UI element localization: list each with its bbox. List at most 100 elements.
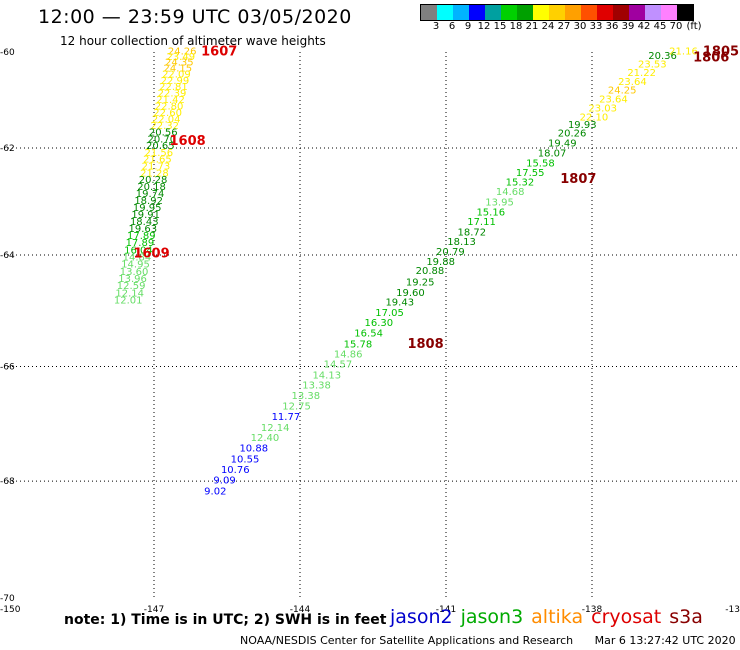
swh-value: 10.55: [231, 455, 260, 466]
swh-value: 22.10: [580, 112, 609, 123]
swh-value: 13.60: [120, 267, 149, 278]
swh-value: 21.73: [142, 161, 171, 172]
chart-subtitle: 12 hour collection of altimeter wave hei…: [60, 34, 326, 48]
y-tick-label: -70: [0, 594, 15, 604]
swh-value: 24.26: [168, 47, 197, 58]
color-swatch: [453, 5, 469, 20]
color-scale-label: 70: [669, 21, 683, 32]
swh-value: 12.75: [282, 402, 311, 413]
footer-source: NOAA/NESDIS Center for Satellite Applica…: [240, 634, 574, 647]
swh-value: 23.03: [588, 103, 617, 114]
swh-value: 14.84: [123, 252, 152, 263]
swh-value: 13.38: [292, 391, 321, 402]
swh-value: 16.54: [354, 329, 383, 340]
color-swatch: [501, 5, 517, 20]
swh-value: 23.64: [599, 94, 628, 105]
swh-value: 19.74: [136, 189, 165, 200]
swh-value: 23.53: [638, 60, 667, 71]
swh-value: 21.42: [156, 95, 185, 106]
swh-value: 21.56: [145, 148, 174, 159]
swh-value: 14.86: [334, 349, 363, 360]
pass-time-label: 1608: [169, 134, 205, 149]
color-scale-label: 24: [541, 21, 555, 32]
swh-value: 12.14: [115, 288, 144, 299]
swh-value: 22.80: [155, 101, 184, 112]
color-scale-label: 9: [464, 21, 472, 32]
x-tick-label: -138: [582, 605, 603, 615]
y-tick-label: -64: [0, 251, 15, 261]
swh-value: 20.26: [558, 129, 587, 140]
swh-value: 14.95: [121, 260, 150, 271]
swh-value: 17.05: [375, 308, 404, 319]
swh-value: 15.32: [506, 177, 535, 188]
swh-value: 19.91: [131, 210, 160, 221]
swh-value: 17.89: [127, 231, 156, 242]
swh-value: 20.28: [139, 175, 168, 186]
color-scale-label: (ft): [686, 21, 702, 32]
pass-time-label: 1807: [560, 172, 596, 187]
swh-value: 11.77: [272, 412, 301, 423]
pass-time-label: 1805: [703, 44, 739, 59]
swh-value: 18.07: [538, 148, 567, 159]
color-swatch: [565, 5, 581, 20]
color-swatch: [613, 5, 629, 20]
swh-value: 18.92: [134, 196, 163, 207]
color-swatch: [645, 5, 661, 20]
color-scale-label: 45: [653, 21, 667, 32]
color-swatch: [533, 5, 549, 20]
swh-value: 14.68: [496, 187, 525, 198]
color-scale-swatches: [420, 4, 694, 21]
color-scale-label: 30: [573, 21, 587, 32]
color-scale-label: 27: [557, 21, 571, 32]
swh-value: 15.58: [526, 158, 555, 169]
color-swatch: [517, 5, 533, 20]
swh-value: 14.13: [312, 370, 341, 381]
color-scale-label: 39: [621, 21, 635, 32]
legend-entry-jason3: jason3: [460, 606, 524, 628]
swh-value: 9.09: [213, 475, 235, 486]
pass-time-label: 1607: [201, 44, 237, 59]
swh-value: 10.76: [221, 465, 250, 476]
x-tick-label: -144: [290, 605, 311, 615]
y-tick-label: -66: [0, 362, 15, 372]
x-tick-label: -147: [144, 605, 164, 615]
color-scale-label: 15: [493, 21, 507, 32]
swh-value: 22.39: [158, 88, 187, 99]
swh-value: 15.78: [344, 339, 373, 350]
swh-value: 19.60: [396, 288, 425, 299]
swh-value: 20.56: [149, 128, 178, 139]
swh-value: 23.64: [618, 77, 647, 88]
swh-value: 22.32: [150, 121, 179, 132]
note-text: note: 1) Time is in UTC; 2) SWH is in fe…: [64, 612, 387, 628]
color-scale-label: 21: [525, 21, 539, 32]
swh-value: 19.49: [548, 138, 577, 149]
swh-value: 24.15: [164, 64, 193, 75]
satellite-legend: jason2 jason3 altika cryosat s3a: [390, 606, 711, 628]
swh-value: 22.09: [162, 70, 191, 81]
swh-value: 22.81: [159, 82, 188, 93]
swh-value: 19.88: [426, 257, 455, 268]
color-scale-label: 6: [448, 21, 456, 32]
legend-entry-altika: altika: [531, 606, 584, 628]
swh-value: 20.65: [146, 141, 175, 152]
swh-value: 22.04: [152, 114, 181, 125]
x-tick-label: -141: [436, 605, 456, 615]
swh-value: 19.95: [133, 203, 162, 214]
swh-value: 17.55: [516, 168, 545, 179]
swh-value: 20.36: [648, 51, 677, 62]
swh-value: 15.16: [476, 207, 505, 218]
pass-time-label: 1609: [133, 246, 169, 261]
swh-value: 17.89: [126, 238, 155, 249]
y-tick-label: -62: [0, 144, 15, 154]
y-tick-label: -60: [0, 48, 15, 58]
swh-value: 18.72: [457, 227, 486, 238]
color-scale-label: 42: [637, 21, 651, 32]
swh-value: 20.79: [436, 247, 465, 258]
swh-value: 18.13: [447, 237, 476, 248]
swh-value: 9.02: [204, 486, 226, 497]
swh-value: 18.43: [130, 217, 159, 228]
color-scale-legend: 3 6 9 12 15 18 21 24 27 30 33 36 39 42 45 70 (ft): [420, 4, 730, 34]
color-scale-labels: 3 6 9 12 15 18 21 24 27 30 33 36 39 42 45 70 (ft): [420, 21, 730, 33]
y-tick-label: -68: [0, 477, 15, 487]
